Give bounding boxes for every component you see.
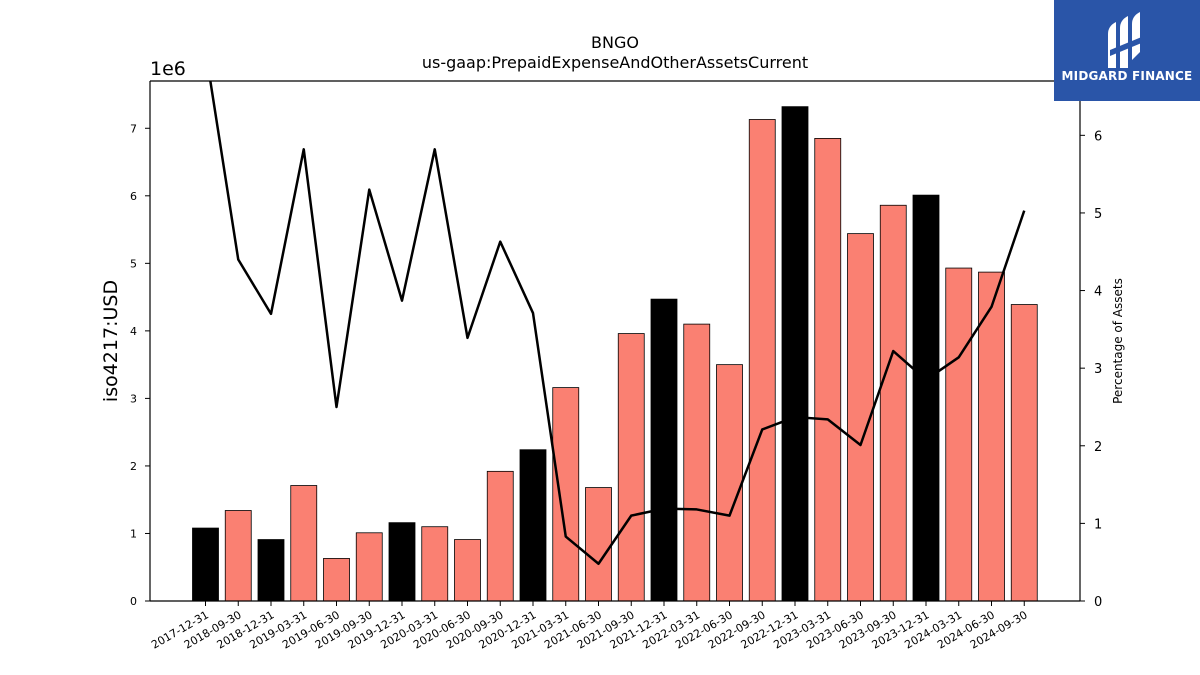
bar-2017-12-31 xyxy=(192,527,219,602)
logo-text: MIDGARD FINANCE xyxy=(1061,69,1193,83)
bar-2019-06-30 xyxy=(323,558,350,602)
bar-2020-03-31 xyxy=(421,526,449,602)
line-percentage-of-assets xyxy=(209,81,1026,565)
bar-2023-09-30 xyxy=(879,204,907,602)
y2-tick-label: 4 xyxy=(1094,285,1102,300)
y-tick-label: 2 xyxy=(130,460,137,473)
y-tick-label: 0 xyxy=(130,595,137,608)
bar-2022-12-31 xyxy=(781,106,809,602)
bar-2024-09-30 xyxy=(1010,304,1038,602)
bar-2021-09-30 xyxy=(617,333,645,602)
bar-2021-03-31 xyxy=(552,387,580,602)
y-tick-label: 6 xyxy=(130,190,137,203)
bar-2023-03-31 xyxy=(814,138,842,602)
bar-2018-09-30 xyxy=(224,510,252,602)
bar-2021-12-31 xyxy=(650,298,678,602)
y-tick-label: 4 xyxy=(130,325,137,338)
bar-2019-03-31 xyxy=(290,485,318,602)
y2-tick-label: 3 xyxy=(1094,362,1102,377)
y2-axis-label: Percentage of Assets xyxy=(1111,278,1125,404)
bar-2018-12-31 xyxy=(257,539,285,602)
bar-2019-12-31 xyxy=(388,522,416,602)
bar-2020-09-30 xyxy=(486,470,514,602)
bar-2021-06-30 xyxy=(585,487,612,602)
bar-2020-12-31 xyxy=(519,449,547,602)
y-tick-label: 7 xyxy=(130,122,137,135)
bar-2022-03-31 xyxy=(683,323,711,602)
midgard-logo-icon xyxy=(1108,12,1144,68)
bar-2024-03-31 xyxy=(945,267,973,602)
bar-2023-12-31 xyxy=(912,194,940,602)
y-tick-label: 5 xyxy=(130,257,137,270)
y-tick-label: 1 xyxy=(130,527,137,540)
bar-2020-06-30 xyxy=(454,539,481,602)
brand-logo: MIDGARD FINANCE xyxy=(1054,0,1200,101)
y2-tick-label: 6 xyxy=(1094,129,1102,144)
y2-tick-label: 1 xyxy=(1094,517,1102,532)
y2-tick-label: 0 xyxy=(1094,595,1102,610)
bar-2022-09-30 xyxy=(748,119,776,602)
bar-2019-09-30 xyxy=(355,532,383,602)
chart-subtitle: us-gaap:PrepaidExpenseAndOtherAssetsCurr… xyxy=(422,53,808,72)
bar-2024-06-30 xyxy=(978,271,1005,602)
y-offset-label: 1e6 xyxy=(150,58,186,80)
y-axis-label: iso4217:USD xyxy=(100,280,122,402)
y2-tick-label: 5 xyxy=(1094,207,1102,222)
bar-2022-06-30 xyxy=(716,364,743,602)
chart-title: BNGO xyxy=(591,33,639,52)
y2-tick-label: 2 xyxy=(1094,440,1102,455)
y-tick-label: 3 xyxy=(130,392,137,405)
